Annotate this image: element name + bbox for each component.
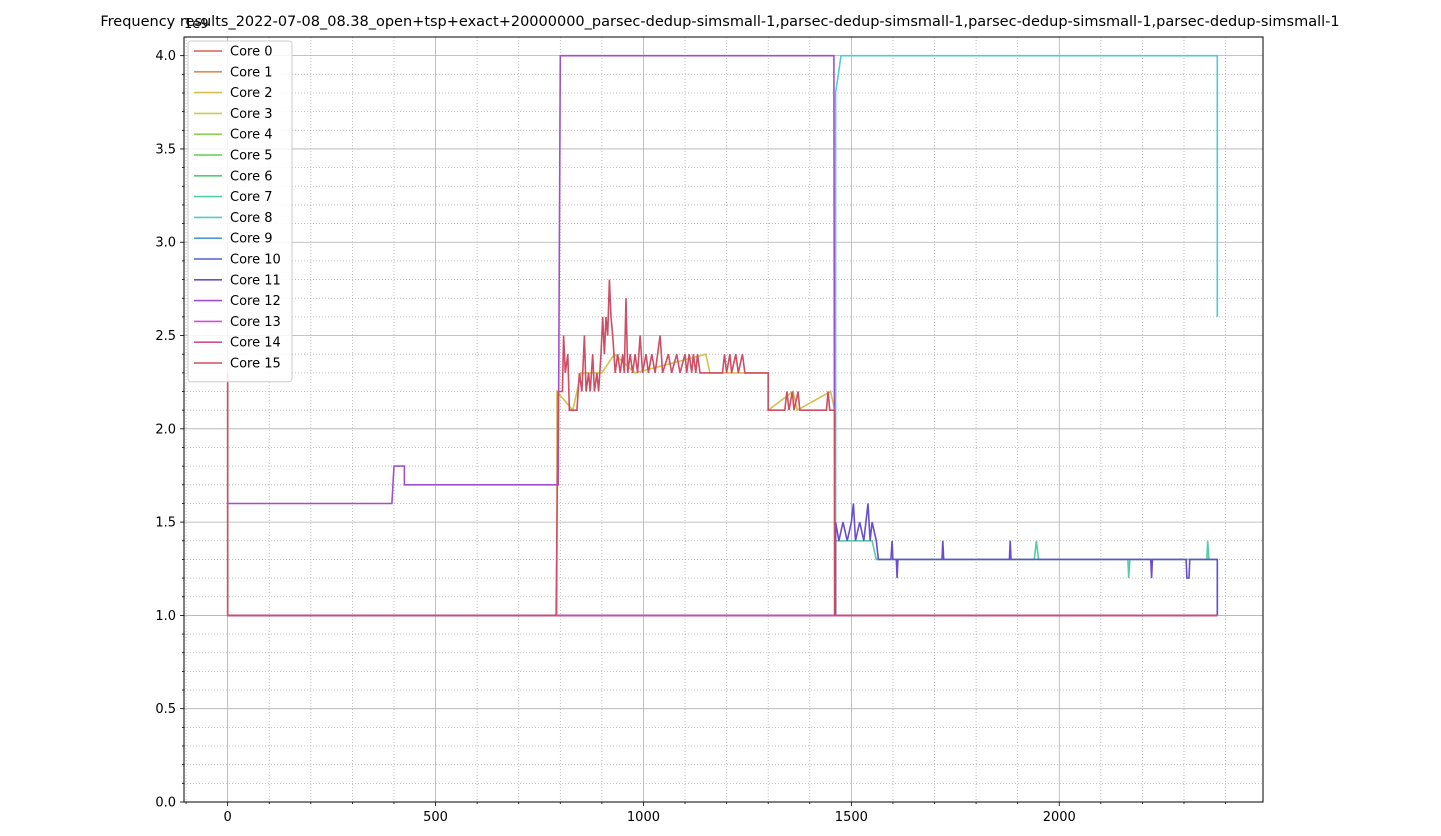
series-line-core-12 <box>227 54 1218 617</box>
legend-label: Core 8 <box>230 211 273 226</box>
legend-label: Core 5 <box>230 149 273 164</box>
legend: Core 0 Core 1 Core 2 Core 3 Core 4 Core 5 Core… <box>187 40 293 383</box>
chart-title: Frequency results_2022-07-08_08.38_open+… <box>100 14 1339 30</box>
series-line-core-2 <box>227 352 1218 617</box>
legend-label: Core 2 <box>230 86 273 101</box>
legend-label: Core 6 <box>230 169 273 184</box>
legend-label: Core 4 <box>230 128 273 143</box>
series-line-core-0 <box>226 372 1218 617</box>
series-lines <box>226 54 1219 617</box>
legend-label: Core 14 <box>230 336 281 351</box>
legend-label: Core 13 <box>230 315 281 330</box>
legend-label: Core 7 <box>230 190 273 205</box>
x-tick-label: 500 <box>423 810 448 825</box>
y-tick-label: 2.5 <box>155 329 176 344</box>
plot-frame <box>183 36 1264 803</box>
legend-label: Core 15 <box>230 357 281 372</box>
y-axis-offset-label: 1e9 <box>184 17 209 32</box>
minor-gridlines <box>184 37 1263 802</box>
x-tick-label: 2000 <box>1043 810 1076 825</box>
y-tick-label: 3.0 <box>155 236 176 251</box>
legend-box <box>187 40 293 383</box>
legend-label: Core 1 <box>230 65 273 80</box>
x-tick-label: 1500 <box>835 810 868 825</box>
y-tick-label: 1.5 <box>155 516 176 531</box>
y-tick-label: 3.5 <box>155 142 176 157</box>
y-tick-label: 0.5 <box>155 702 176 717</box>
legend-label: Core 9 <box>230 232 273 247</box>
x-tick-label: 0 <box>224 810 232 825</box>
legend-label: Core 3 <box>230 107 273 122</box>
axis-ticks: 0 500 1000 1500 2000 0.0 0.5 1.0 1.5 2.0 2.5 3.0 3.5… <box>155 49 1226 825</box>
series-line-core-15 <box>226 279 1218 617</box>
y-tick-label: 0.0 <box>155 796 176 811</box>
y-tick-label: 4.0 <box>155 49 176 64</box>
legend-label: Core 0 <box>230 45 273 60</box>
y-tick-label: 2.0 <box>155 422 176 437</box>
y-tick-label: 1.0 <box>155 609 176 624</box>
series-line-core-11 <box>227 503 1219 617</box>
legend-label: Core 12 <box>230 294 281 309</box>
legend-label: Core 11 <box>230 273 281 288</box>
legend-label: Core 10 <box>230 253 281 268</box>
x-tick-label: 1000 <box>627 810 660 825</box>
